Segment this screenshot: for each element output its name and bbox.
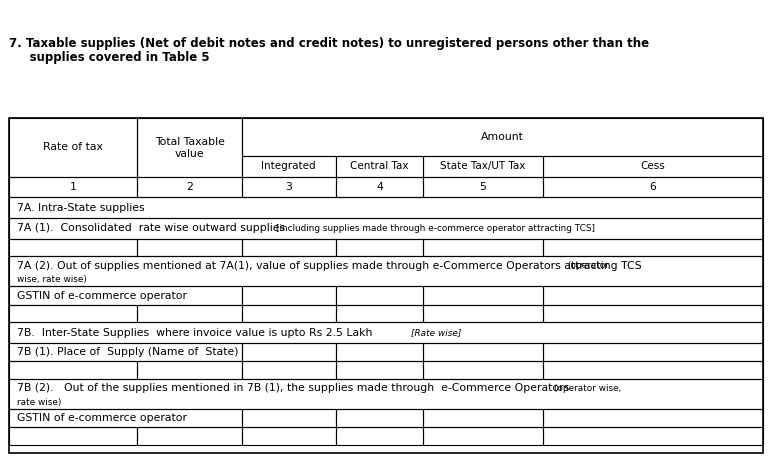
Bar <box>543 239 763 256</box>
Text: 1: 1 <box>70 182 76 192</box>
Bar <box>137 118 242 177</box>
Bar <box>242 239 336 256</box>
Text: 7B (2).   Out of the supplies mentioned in 7B (1), the supplies made through  e-: 7B (2). Out of the supplies mentioned in… <box>17 384 573 393</box>
Text: State Tax/UT Tax: State Tax/UT Tax <box>440 161 526 171</box>
Bar <box>423 239 543 256</box>
Bar <box>336 361 423 379</box>
Text: Rate of tax: Rate of tax <box>43 142 103 152</box>
Bar <box>423 427 543 445</box>
Text: GSTIN of e-commerce operator: GSTIN of e-commerce operator <box>17 413 187 423</box>
Text: wise, rate wise): wise, rate wise) <box>17 275 87 284</box>
Text: supplies covered in Table 5: supplies covered in Table 5 <box>9 51 210 64</box>
Text: 7A (1).  Consolidated  rate wise outward supplies: 7A (1). Consolidated rate wise outward s… <box>17 224 289 233</box>
Bar <box>242 427 336 445</box>
Text: Cess: Cess <box>640 161 665 171</box>
Text: 7A. Intra-State supplies: 7A. Intra-State supplies <box>17 203 144 213</box>
Bar <box>9 343 242 361</box>
Text: GSTIN of e-commerce operator: GSTIN of e-commerce operator <box>17 290 187 301</box>
Bar <box>9 118 763 453</box>
Bar <box>423 177 543 197</box>
Bar <box>242 409 336 427</box>
Bar <box>9 305 137 322</box>
Text: (operator: (operator <box>567 261 609 270</box>
Bar <box>9 361 137 379</box>
Bar <box>423 286 543 305</box>
Bar <box>9 256 763 286</box>
Bar <box>336 305 423 322</box>
Bar <box>423 409 543 427</box>
Text: rate wise): rate wise) <box>17 398 61 407</box>
Bar <box>9 379 763 409</box>
Bar <box>543 409 763 427</box>
Text: 3: 3 <box>286 182 292 192</box>
Bar <box>336 409 423 427</box>
Bar <box>423 343 543 361</box>
Text: Integrated: Integrated <box>262 161 316 171</box>
Bar <box>543 177 763 197</box>
Text: 7. Taxable supplies (Net of debit notes and credit notes) to unregistered person: 7. Taxable supplies (Net of debit notes … <box>9 37 649 50</box>
Text: 5: 5 <box>479 182 486 192</box>
Bar <box>242 361 336 379</box>
Text: (operator wise,: (operator wise, <box>554 384 621 393</box>
Text: 7A (2). Out of supplies mentioned at 7A(1), value of supplies made through e-Com: 7A (2). Out of supplies mentioned at 7A(… <box>17 261 645 271</box>
Text: [Rate wise]: [Rate wise] <box>411 328 461 337</box>
Bar <box>9 218 763 239</box>
Bar <box>336 156 423 177</box>
Bar <box>336 343 423 361</box>
Bar <box>9 427 137 445</box>
Bar <box>336 286 423 305</box>
Text: 6: 6 <box>649 182 656 192</box>
Bar <box>242 305 336 322</box>
Bar <box>242 156 336 177</box>
Bar <box>137 427 242 445</box>
Bar <box>137 305 242 322</box>
Bar <box>242 177 336 197</box>
Bar <box>336 177 423 197</box>
Text: 4: 4 <box>376 182 383 192</box>
Bar <box>543 343 763 361</box>
Text: [including supplies made through e-commerce operator attracting TCS]: [including supplies made through e-comme… <box>276 224 594 233</box>
Bar <box>423 156 543 177</box>
Text: Central Tax: Central Tax <box>350 161 408 171</box>
Bar <box>9 239 137 256</box>
Text: 2: 2 <box>186 182 193 192</box>
Bar <box>242 286 336 305</box>
Text: Total Taxable: Total Taxable <box>154 137 225 148</box>
Bar <box>137 361 242 379</box>
Bar <box>9 409 242 427</box>
Bar <box>543 156 763 177</box>
Bar <box>242 343 336 361</box>
Bar <box>543 361 763 379</box>
Bar <box>423 305 543 322</box>
Text: value: value <box>174 149 205 159</box>
Bar <box>423 361 543 379</box>
Text: Amount: Amount <box>481 132 523 142</box>
Text: 7B (1). Place of  Supply (Name of  State): 7B (1). Place of Supply (Name of State) <box>17 347 239 357</box>
Bar <box>336 239 423 256</box>
Bar <box>9 322 763 343</box>
Bar <box>137 177 242 197</box>
Bar <box>9 286 242 305</box>
Bar <box>336 427 423 445</box>
Bar <box>137 239 242 256</box>
Text: 7B.  Inter-State Supplies  where invoice value is upto Rs 2.5 Lakh: 7B. Inter-State Supplies where invoice v… <box>17 328 376 337</box>
Bar <box>9 118 137 177</box>
Bar <box>9 197 763 218</box>
Bar <box>9 177 137 197</box>
Bar <box>543 286 763 305</box>
Bar <box>543 305 763 322</box>
Bar <box>543 427 763 445</box>
Bar <box>242 118 763 156</box>
